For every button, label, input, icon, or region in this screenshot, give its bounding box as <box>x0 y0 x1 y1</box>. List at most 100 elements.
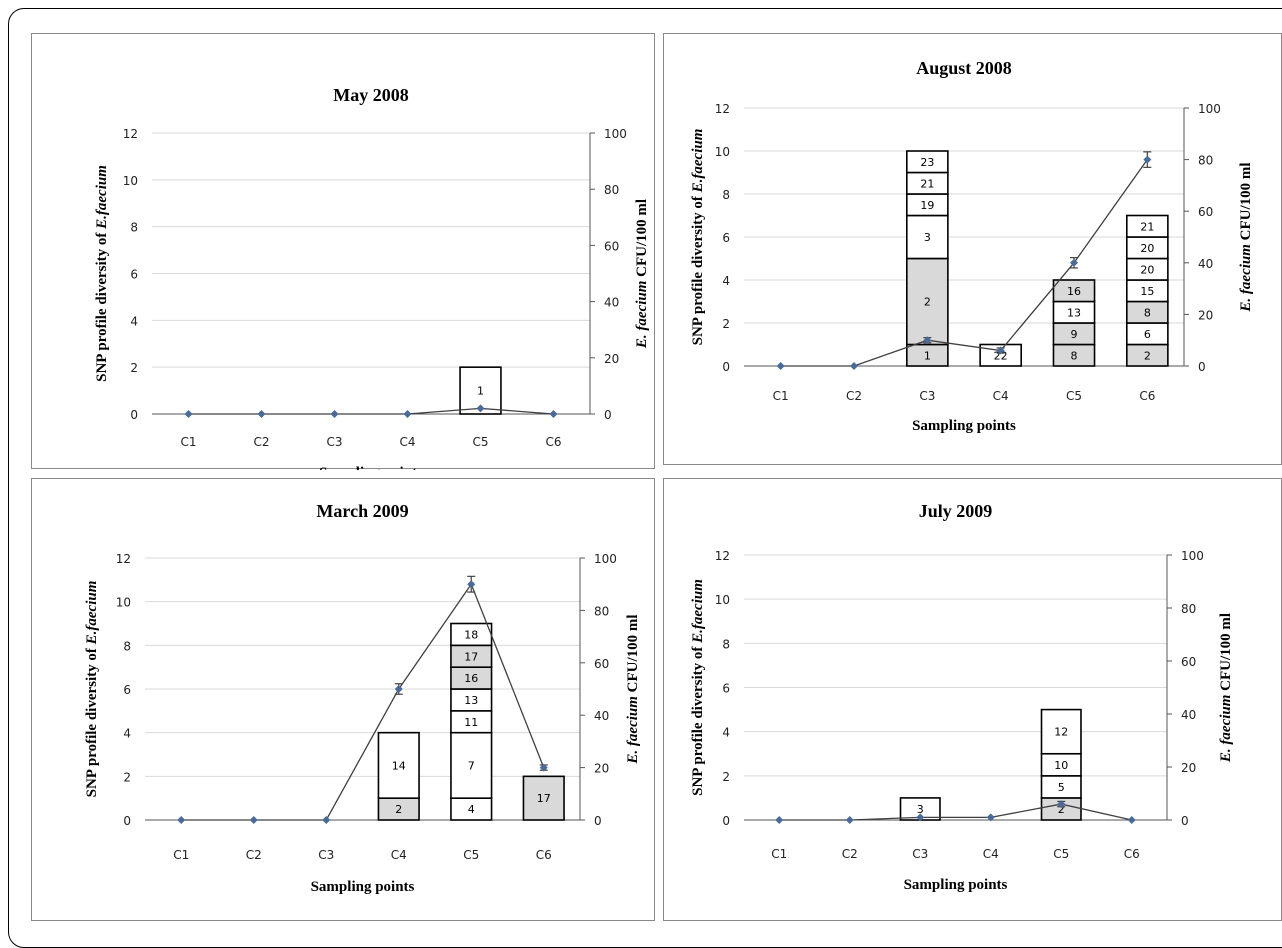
x-tick-label: C4 <box>993 389 1009 403</box>
cfu-point <box>539 763 548 772</box>
bar-segment-label: 23 <box>920 156 934 169</box>
y-tick-label: 2 <box>722 770 730 784</box>
cfu-point <box>257 410 266 418</box>
y-axis-label-prefix: SNP profile diversity of <box>690 643 706 796</box>
cfu-point <box>394 685 403 693</box>
x-axis-label: Sampling points <box>904 877 1008 893</box>
bar-segment-label: 8 <box>1144 306 1151 319</box>
x-tick-label: C6 <box>1139 389 1155 403</box>
cfu-point <box>996 346 1005 355</box>
y-tick-label: 12 <box>715 102 730 116</box>
y-axis-label: SNP profile diversity of E.faecium <box>84 581 100 798</box>
cfu-point <box>1143 155 1152 164</box>
cfu-point <box>177 816 186 824</box>
y2-tick-label: 80 <box>594 604 609 618</box>
y2-tick-label: 80 <box>604 183 619 197</box>
x-tick-label: C5 <box>463 848 479 862</box>
y-tick-label: 4 <box>123 727 131 741</box>
bar-segment-label: 19 <box>920 199 934 212</box>
y2-tick-label: 80 <box>1198 154 1213 168</box>
x-tick-label: C5 <box>472 435 488 449</box>
bar-segment-label: 7 <box>468 759 475 772</box>
cfu-point <box>467 580 476 589</box>
y2-axis-label: E. faecium CFU/100 ml <box>1218 613 1234 763</box>
y-tick-label: 12 <box>715 549 730 563</box>
y-tick-label: 8 <box>130 221 138 235</box>
y-tick-label: 2 <box>722 317 730 331</box>
y-tick-label: 6 <box>123 683 131 697</box>
y-tick-label: 8 <box>722 188 730 202</box>
y-tick-label: 0 <box>123 814 131 828</box>
x-tick-label: C4 <box>983 847 999 861</box>
y-tick-label: 4 <box>130 314 138 328</box>
x-axis-label: Sampling points <box>319 465 423 470</box>
cfu-line <box>181 582 545 821</box>
bar-segment-label: 5 <box>1058 781 1065 794</box>
y2-tick-label: 0 <box>1181 814 1189 828</box>
x-tick-label: C1 <box>180 435 196 449</box>
chart-svg: March 2009 0 2 4 6 8 10 12 0 20 40 60 80 100 C1 C2 C3 C4 C… <box>84 501 641 895</box>
bar-segment <box>979 343 1022 367</box>
bar-segment-label: 2 <box>395 803 402 816</box>
bar-segment-label: 8 <box>1071 349 1078 362</box>
y-axis-label-prefix: SNP profile diversity of <box>84 644 100 797</box>
y-tick-label: 4 <box>722 274 730 288</box>
chart-title: May 2008 <box>333 85 409 105</box>
y2-tick-label: 60 <box>1198 205 1213 219</box>
y2-tick-label: 60 <box>594 657 609 671</box>
cfu-point <box>549 410 558 418</box>
cfu-point <box>322 816 331 824</box>
bar-segment-label: 21 <box>1140 220 1154 233</box>
y2-axis-label-suffix: CFU/100 ml <box>1218 613 1234 695</box>
bar-segment-label: 2 <box>924 296 931 309</box>
cfu-point <box>184 410 193 418</box>
bar-segment-label: 20 <box>1140 263 1154 276</box>
bar-segment-label: 13 <box>1067 306 1081 319</box>
cfu-point <box>330 410 339 418</box>
x-tick-label: C1 <box>173 848 189 862</box>
y2-axis-label-suffix: CFU/100 ml <box>634 199 650 281</box>
y-tick-label: 10 <box>715 145 730 159</box>
y2-tick-label: 40 <box>1181 708 1196 722</box>
bar-segment-label: 3 <box>917 803 924 816</box>
chart-title: August 2008 <box>916 58 1012 78</box>
bar-segment <box>522 775 565 821</box>
y-tick-label: 6 <box>130 268 138 282</box>
x-tick-label: C3 <box>318 848 334 862</box>
cfu-line <box>779 803 1132 821</box>
y-tick-label: 2 <box>130 361 138 375</box>
y2-tick-label: 60 <box>604 239 619 253</box>
y-axis-label: SNP profile diversity of E.faecium <box>94 165 110 382</box>
bar-segment <box>377 731 420 799</box>
bar-segment-label: 6 <box>1144 328 1151 341</box>
bar-segment-label: 2 <box>1144 349 1151 362</box>
x-axis-label: Sampling points <box>311 879 415 895</box>
bar-segment-label: 18 <box>464 628 478 641</box>
cfu-point <box>403 410 412 418</box>
y-tick-label: 4 <box>722 726 730 740</box>
y-axis-label-species: E.faecium <box>84 581 100 646</box>
y-axis-label-species: E.faecium <box>94 165 110 230</box>
y2-tick-label: 20 <box>594 762 609 776</box>
y-tick-label: 10 <box>116 596 131 610</box>
y2-axis-label: E. faecium CFU/100 ml <box>634 199 650 349</box>
x-tick-label: C6 <box>536 848 552 862</box>
bar-segment <box>906 214 949 260</box>
bar-segment-label: 16 <box>1067 285 1081 298</box>
x-tick-label: C4 <box>399 435 415 449</box>
y2-tick-label: 40 <box>1198 257 1213 271</box>
y-axis-label-species: E.faecium <box>690 129 706 194</box>
bar-segment-label: 14 <box>392 759 406 772</box>
y2-tick-label: 0 <box>594 814 602 828</box>
x-tick-label: C3 <box>326 435 342 449</box>
chart-svg: May 2008 0 2 4 6 8 10 12 0 20 40 60 80 100 C1 C2 C3 C4 C5 C… <box>94 85 650 470</box>
chart-panel-may-2008: May 2008 0 2 4 6 8 10 12 0 20 40 60 80 100 C1 C2 C3 C4 C5 C… <box>31 33 655 470</box>
x-tick-label: C1 <box>773 389 789 403</box>
y2-axis-label: E. faecium CFU/100 ml <box>1238 162 1254 312</box>
x-tick-label: C4 <box>391 848 407 862</box>
y2-tick-label: 20 <box>1198 308 1213 322</box>
bar-segment-label: 1 <box>924 349 931 362</box>
bar-segment <box>450 731 493 799</box>
y-axis-label: SNP profile diversity of E.faecium <box>690 129 706 346</box>
